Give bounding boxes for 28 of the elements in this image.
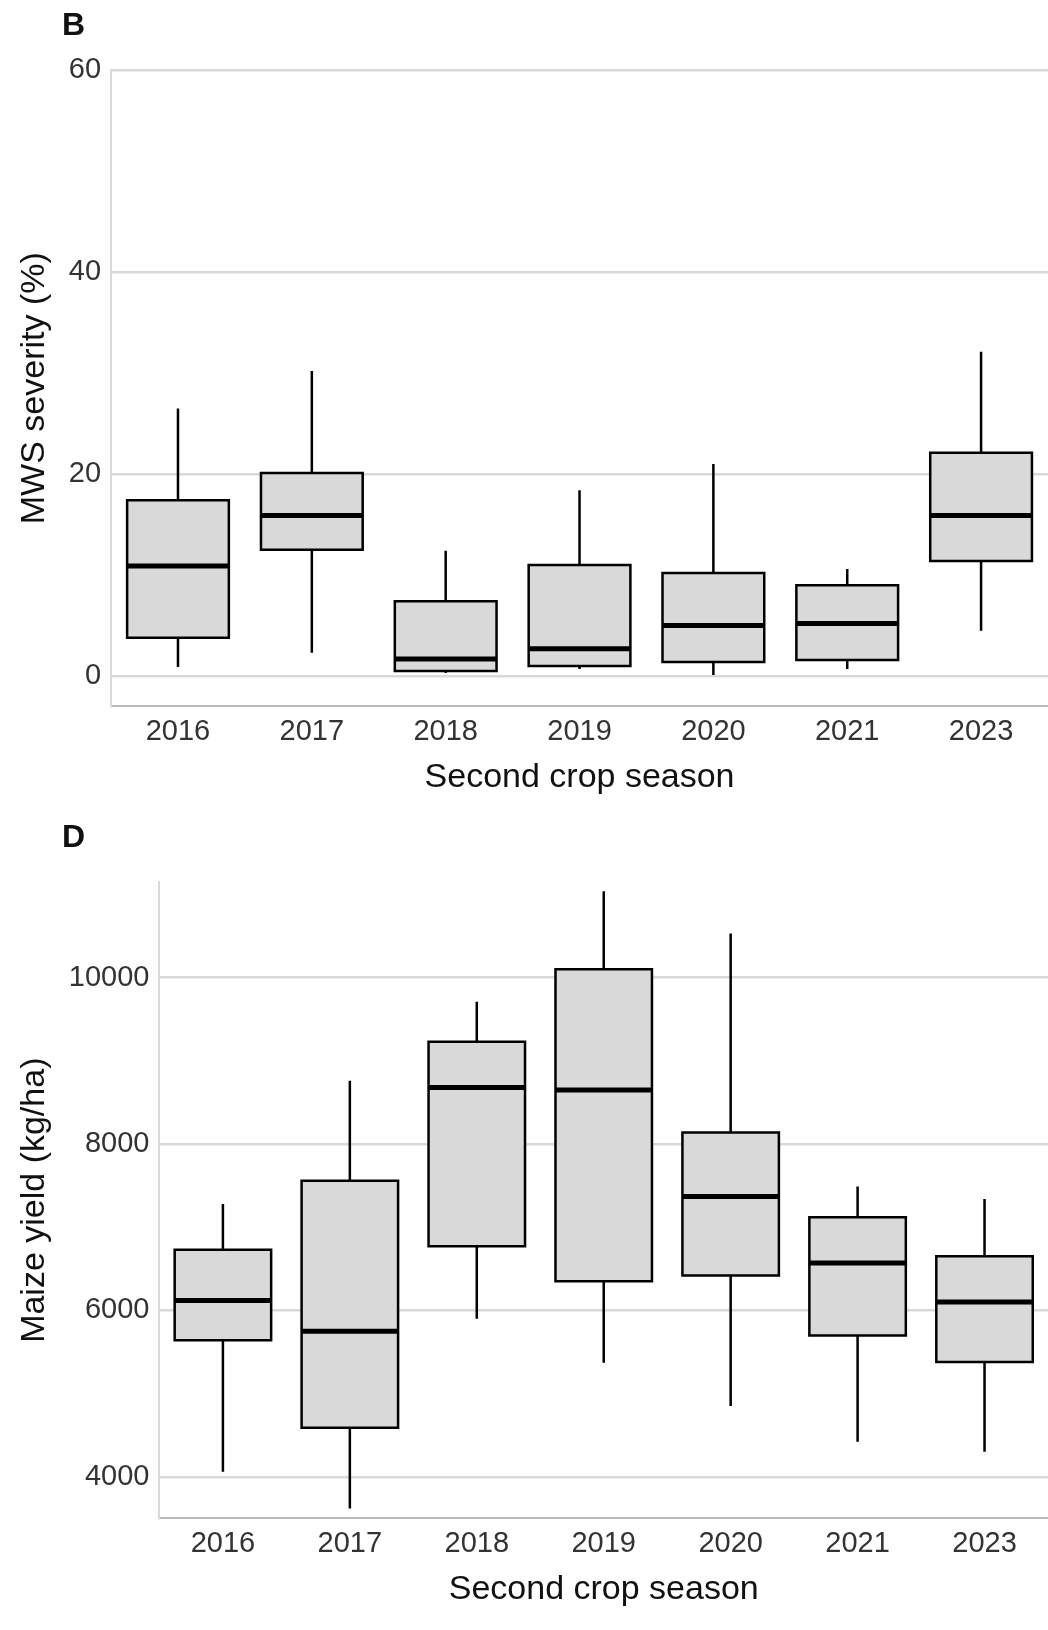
y-tick-label: 20 (68, 456, 102, 489)
y-tick-label: 40 (68, 254, 102, 287)
text: D (62, 817, 86, 854)
y-tick-label: 60 (68, 52, 102, 84)
x-tick-label: 2017 (279, 713, 345, 746)
y-tick-label: 10000 (68, 959, 150, 992)
x-tick-label: 2018 (413, 713, 478, 746)
x-tick-label: 2020 (698, 1525, 763, 1558)
y-axis-title: MWS severity (%) (12, 252, 51, 525)
x-tick-label: 2016 (190, 1525, 256, 1558)
x-tick-label: 2016 (145, 713, 211, 746)
y-tick-label: 8000 (84, 1126, 150, 1159)
x-tick-label: 2018 (444, 1525, 510, 1558)
x-tick-label: 2019 (571, 1525, 636, 1558)
y-tick-label: 0 (84, 658, 102, 691)
x-axis-title: Second crop season (424, 755, 735, 794)
x-tick-label: 2020 (681, 713, 746, 746)
x-tick-label: 2023 (948, 713, 1014, 746)
text: B (62, 5, 86, 42)
x-tick-label: 2023 (952, 1525, 1017, 1558)
x-tick-label: 2019 (547, 713, 612, 746)
x-axis-title: Second crop season (448, 1567, 759, 1606)
y-tick-label: 6000 (84, 1292, 150, 1325)
x-tick-label: 2021 (814, 713, 880, 746)
y-axis-title: Maize yield (kg/ha) (12, 1057, 51, 1343)
x-tick-label: 2017 (317, 1525, 383, 1558)
y-tick-label: 4000 (84, 1458, 150, 1491)
x-tick-label: 2021 (825, 1525, 890, 1558)
